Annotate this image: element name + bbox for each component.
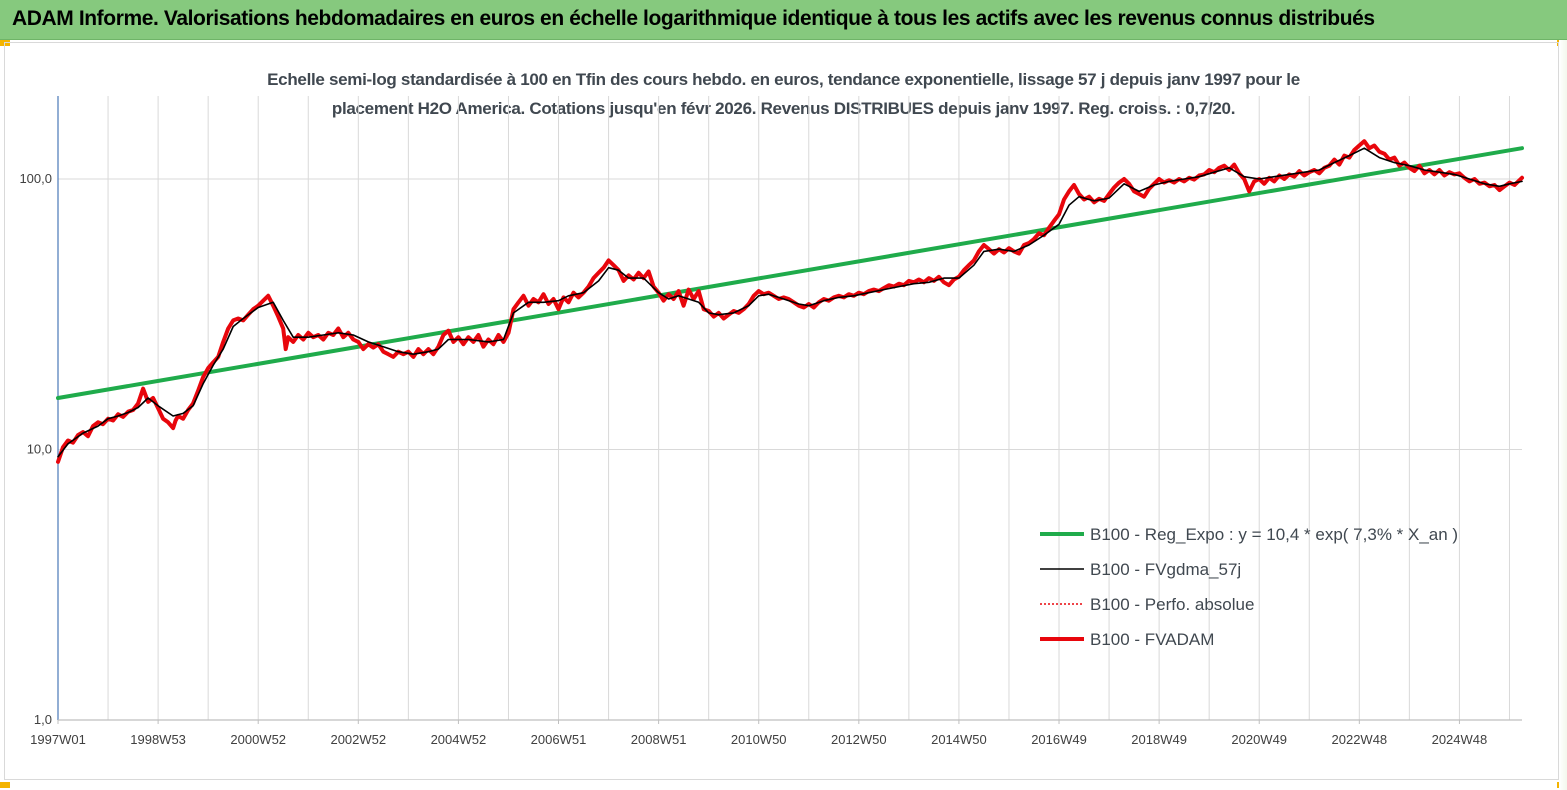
chart-frame: [4, 42, 1559, 780]
chart-title-line-2: placement H2O America. Cotations jusqu'e…: [331, 99, 1236, 118]
x-tick-label: 2012W50: [831, 732, 887, 747]
legend-label-3: B100 - FVADAM: [1090, 630, 1214, 649]
x-tick-label: 2024W48: [1432, 732, 1488, 747]
x-tick-label: 1998W53: [130, 732, 186, 747]
chart-title-line-1: Echelle semi-log standardisée à 100 en T…: [267, 70, 1300, 89]
series-line-1: [57, 147, 1523, 458]
y-tick-label: 100,0: [19, 171, 52, 186]
x-tick-label: 2000W52: [230, 732, 286, 747]
y-tick-label: 10,0: [27, 442, 52, 457]
series-line-3: [56, 139, 1524, 464]
corner-accent-top-left: [0, 40, 10, 46]
legend: B100 - Reg_Expo : y = 10,4 * exp( 7,3% *…: [1040, 525, 1458, 649]
x-tick-label: 2008W51: [631, 732, 687, 747]
right-edge-stripe: [1559, 40, 1567, 790]
grid-layer: [58, 96, 1522, 720]
x-tick-label: 2022W48: [1332, 732, 1388, 747]
series-layer: [56, 139, 1524, 464]
corner-accent-bottom-left: [0, 782, 10, 788]
x-tick-label: 2014W50: [931, 732, 987, 747]
x-tick-label: 2006W51: [531, 732, 587, 747]
legend-label-2: B100 - Perfo. absolue: [1090, 595, 1254, 614]
legend-label-1: B100 - FVgdma_57j: [1090, 560, 1241, 579]
x-tick-label: 2010W50: [731, 732, 787, 747]
y-tick-label: 1,0: [34, 712, 52, 727]
x-tick-label: 2020W49: [1231, 732, 1287, 747]
x-tick-label: 2016W49: [1031, 732, 1087, 747]
x-tick-label: 2004W52: [431, 732, 487, 747]
banner: ADAM Informe. Valorisations hebdomadaire…: [0, 0, 1567, 40]
legend-label-0: B100 - Reg_Expo : y = 10,4 * exp( 7,3% *…: [1090, 525, 1458, 544]
series-line-0: [56, 146, 1524, 400]
x-tick-label: 1997W01: [30, 732, 86, 747]
x-tick-label: 2002W52: [330, 732, 386, 747]
x-tick-label: 2018W49: [1131, 732, 1187, 747]
banner-title: ADAM Informe. Valorisations hebdomadaire…: [12, 7, 1375, 30]
axis-layer: 1,0 10,0 100,0 1997W01 1998W53 2000W52 2002W52…: [19, 96, 1522, 747]
